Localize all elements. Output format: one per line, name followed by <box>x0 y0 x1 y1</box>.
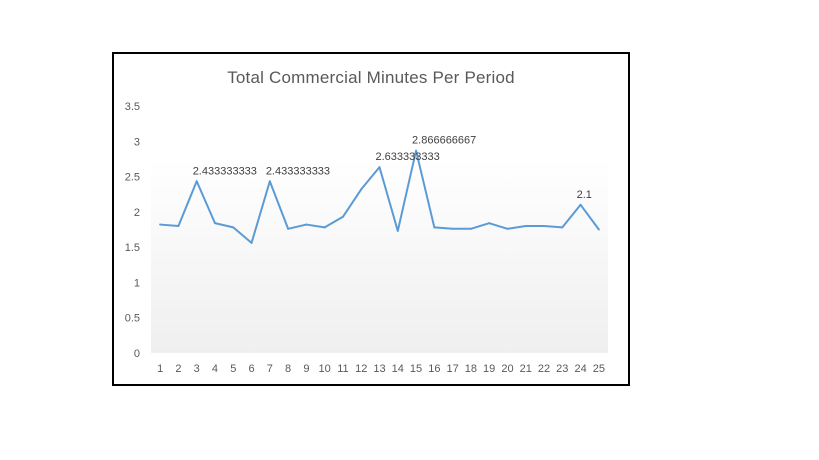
x-tick-label: 1 <box>157 363 163 375</box>
data-point <box>232 226 235 229</box>
y-tick-label: 3.5 <box>125 101 140 113</box>
x-tick-label: 18 <box>465 363 477 375</box>
x-tick-label: 15 <box>410 363 422 375</box>
x-tick-label: 9 <box>303 363 309 375</box>
x-tick-label: 17 <box>446 363 458 375</box>
data-point <box>305 223 308 226</box>
data-point <box>159 223 162 226</box>
data-point <box>488 222 491 225</box>
data-point <box>597 228 600 231</box>
x-tick-label: 8 <box>285 363 291 375</box>
x-tick-label: 21 <box>520 363 532 375</box>
data-point <box>433 226 436 229</box>
x-tick-label: 25 <box>593 363 605 375</box>
data-labels: 2.433333333 2.433333333 2.633333333 2.86666… <box>193 135 592 201</box>
y-tick-label: 1 <box>134 277 140 289</box>
y-axis-ticks: 0 0.5 1 1.5 2 2.5 3 3.5 <box>125 101 140 360</box>
data-point <box>561 226 564 229</box>
data-label: 2.633333333 <box>376 151 440 163</box>
x-tick-label: 24 <box>574 363 586 375</box>
y-tick-label: 2.5 <box>125 172 140 184</box>
x-tick-label: 23 <box>556 363 568 375</box>
x-tick-label: 4 <box>212 363 218 375</box>
data-point <box>341 215 344 218</box>
x-tick-label: 22 <box>538 363 550 375</box>
data-point <box>396 229 399 232</box>
y-tick-label: 1.5 <box>125 242 140 254</box>
data-point <box>287 227 290 230</box>
data-points <box>159 149 600 244</box>
x-axis-ticks: 1 2 3 4 5 6 7 8 9 10 11 12 13 14 15 16 17 18 19 20 21 22 23 24 2… <box>157 363 605 375</box>
data-point <box>543 224 546 227</box>
chart-frame: Total Commercial Minutes Per Period 0 0.5… <box>112 52 630 386</box>
data-point <box>524 224 527 227</box>
x-tick-label: 16 <box>428 363 440 375</box>
data-point <box>268 180 271 183</box>
data-point <box>250 241 253 244</box>
data-point <box>323 226 326 229</box>
y-tick-label: 0 <box>134 348 140 360</box>
data-point <box>378 166 381 169</box>
data-point <box>195 180 198 183</box>
y-tick-label: 2 <box>134 207 140 219</box>
data-point <box>506 227 509 230</box>
x-tick-label: 20 <box>501 363 513 375</box>
x-tick-label: 7 <box>267 363 273 375</box>
x-tick-label: 19 <box>483 363 495 375</box>
data-point <box>213 222 216 225</box>
x-tick-label: 13 <box>373 363 385 375</box>
x-tick-label: 6 <box>248 363 254 375</box>
x-tick-label: 11 <box>337 363 348 375</box>
x-tick-label: 12 <box>355 363 367 375</box>
plot-area <box>151 159 608 353</box>
data-label: 2.866666667 <box>412 135 476 147</box>
line-chart: 00.511.522.533.5 1 2 3 4 5 6 7 8 9 10 11 12 13 14 15 16… <box>125 101 608 375</box>
data-point <box>451 227 454 230</box>
x-tick-label: 14 <box>392 363 404 375</box>
data-point <box>579 203 582 206</box>
x-tick-label: 3 <box>194 363 200 375</box>
chart-title: Total Commercial Minutes Per Period <box>227 68 515 87</box>
x-tick-label: 5 <box>230 363 236 375</box>
y-tick-label: 3 <box>134 136 140 148</box>
data-label: 2.433333333 <box>266 165 330 177</box>
data-point <box>415 149 418 152</box>
data-label: 2.433333333 <box>193 165 257 177</box>
data-point <box>469 227 472 230</box>
data-label: 2.1 <box>577 189 592 201</box>
x-tick-label: 2 <box>175 363 181 375</box>
data-point <box>177 224 180 227</box>
x-tick-label: 10 <box>319 363 331 375</box>
data-point <box>360 188 363 191</box>
y-tick-label: 0.5 <box>125 313 140 325</box>
